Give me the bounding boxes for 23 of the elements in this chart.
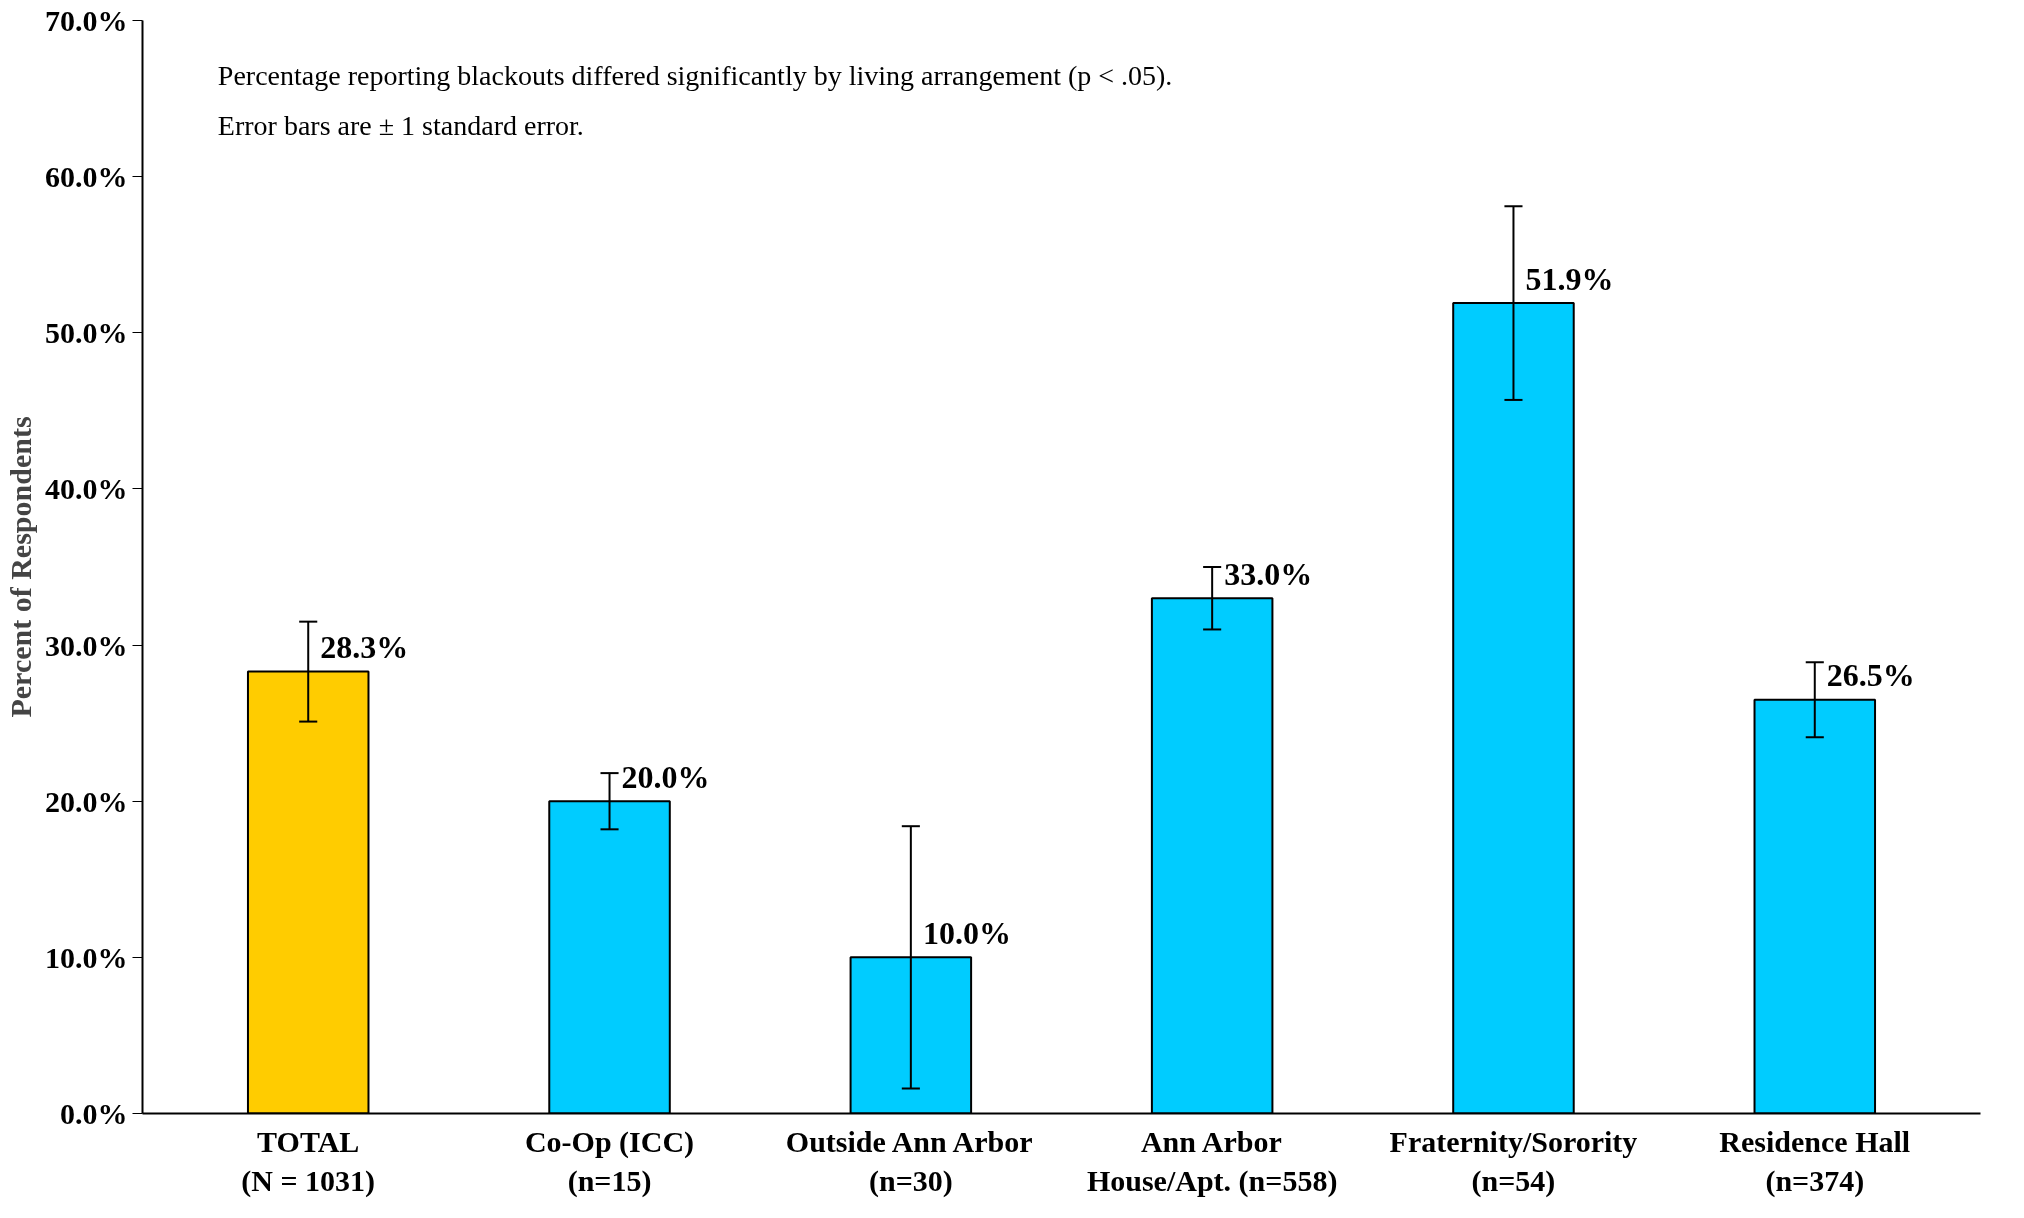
x-tick-label: Outside Ann Arbor (n=30) xyxy=(785,1124,1033,1199)
y-tick-label: 0.0% xyxy=(60,1097,128,1130)
y-tick-label: 60.0% xyxy=(45,160,128,194)
x-tick-label: Residence Hall (n=374) xyxy=(1719,1124,1911,1199)
x-tick-label: Ann Arbor House/Apt. (n=558) xyxy=(1086,1124,1338,1199)
x-tick-label: Co-Op (ICC) (n=15) xyxy=(524,1124,695,1199)
x-tick-label: Fraternity/Sorority (n=54) xyxy=(1389,1124,1638,1199)
x-tick-label: TOTAL (N = 1031) xyxy=(241,1124,376,1199)
annotation: Error bars are ± 1 standard error. xyxy=(217,109,584,141)
y-tick-label: 50.0% xyxy=(45,316,128,350)
data-label: 10.0% xyxy=(922,915,1011,952)
y-tick-label: 30.0% xyxy=(45,628,128,662)
y-tick-label: 20.0% xyxy=(45,784,128,818)
data-label: 33.0% xyxy=(1224,555,1313,592)
y-tick-label: 10.0% xyxy=(45,940,128,974)
y-tick-label: 40.0% xyxy=(45,472,128,506)
y-tick-label: 70.0% xyxy=(45,4,128,37)
data-label: 26.5% xyxy=(1826,657,1915,694)
data-label: 20.0% xyxy=(621,758,710,795)
data-label: 51.9% xyxy=(1525,260,1614,297)
y-axis-title: Percent of Respondents xyxy=(4,416,37,718)
data-label: 28.3% xyxy=(320,629,409,666)
annotation: Percentage reporting blackouts differed significantly by living arrangement (p < .05). xyxy=(217,59,1173,91)
